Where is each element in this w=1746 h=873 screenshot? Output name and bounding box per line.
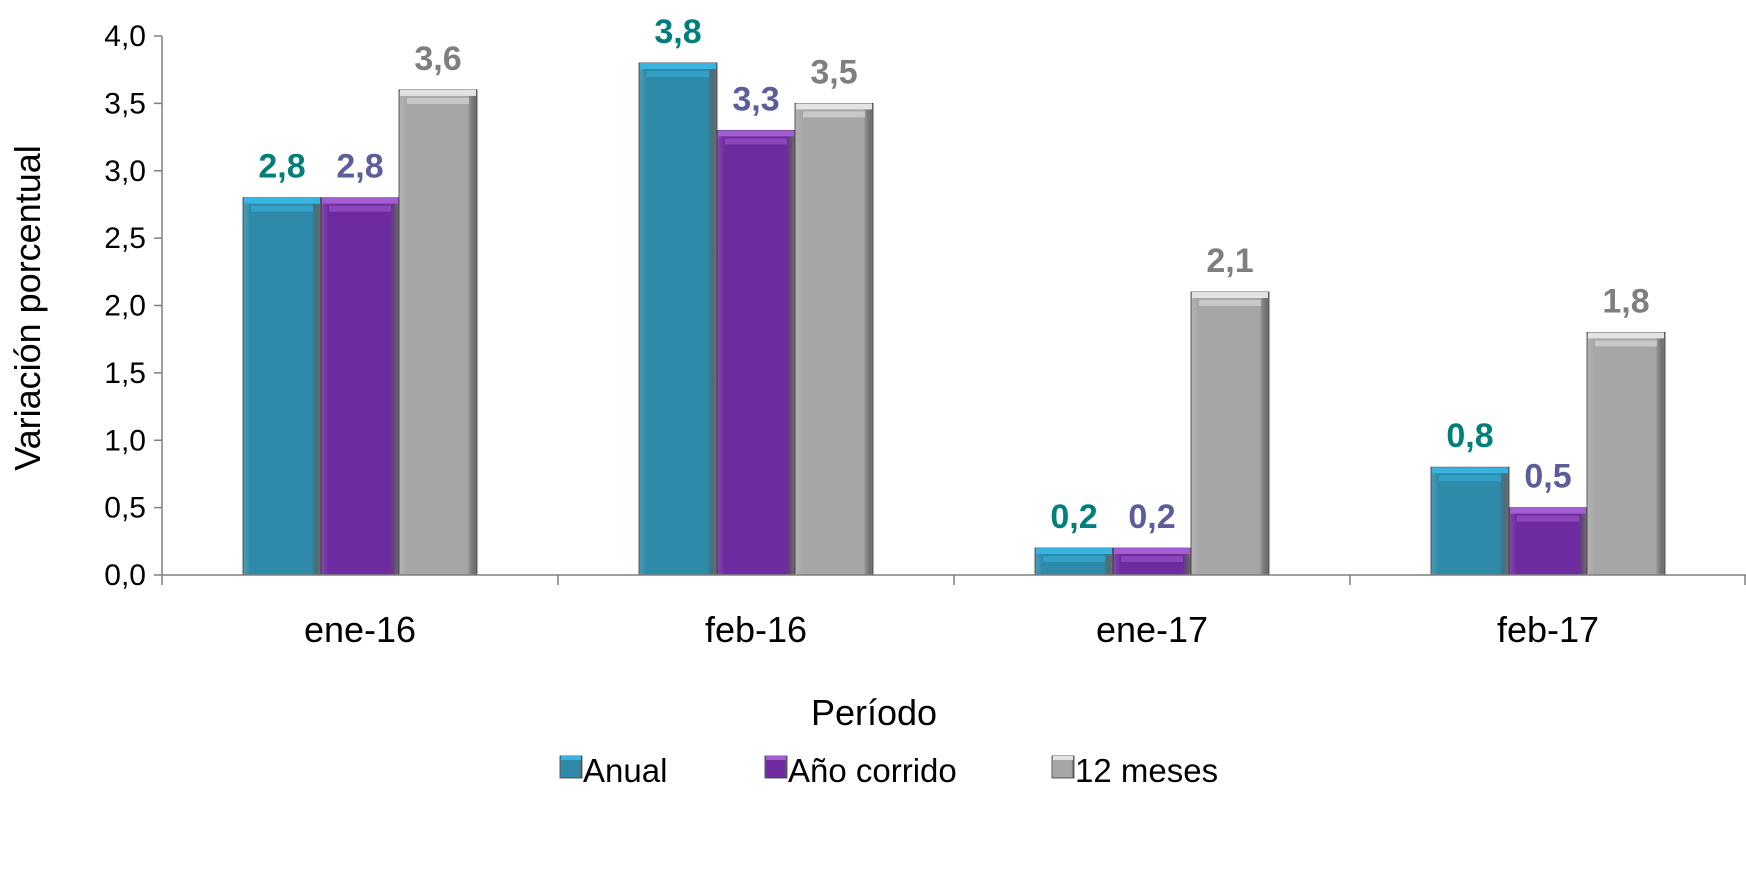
x-tick-label: ene-17 [1096, 609, 1208, 650]
bar-top-highlight [1510, 507, 1586, 514]
data-label: 0,5 [1524, 458, 1571, 496]
data-label: 0,2 [1128, 498, 1175, 536]
legend-swatch-highlight [561, 756, 581, 760]
bar-año-corrido-feb-16 [716, 129, 796, 576]
bar-top-highlight [640, 62, 716, 69]
data-label: 3,5 [810, 53, 857, 91]
bar-bevel [1595, 340, 1657, 347]
bar-bevel [1439, 475, 1501, 482]
bar-bevel [251, 205, 313, 212]
data-label: 3,3 [732, 80, 779, 118]
bar-top-highlight [400, 89, 476, 96]
bar-anual-ene-16 [242, 197, 322, 576]
data-label: 2,1 [1206, 242, 1253, 280]
y-tick-label: 1,0 [104, 424, 146, 457]
y-tick-label: 0,0 [104, 559, 146, 592]
bars-layer [242, 62, 1666, 576]
legend-swatch-highlight [766, 756, 786, 760]
bar-12-meses-feb-16 [794, 102, 874, 576]
bar-año-corrido-ene-16 [320, 197, 400, 576]
data-label: 3,8 [654, 13, 701, 51]
bar-top-highlight [1036, 548, 1112, 555]
legend-label: Anual [583, 752, 667, 789]
bar-bevel [803, 111, 865, 118]
bar-top-highlight [1432, 467, 1508, 474]
x-tick-label: feb-16 [705, 609, 807, 650]
bar-bevel [407, 97, 469, 104]
bar-top-highlight [1114, 548, 1190, 555]
y-tick-label: 1,5 [104, 357, 146, 390]
bar-bevel [1121, 556, 1183, 563]
bar-bevel [1199, 300, 1261, 307]
data-label: 0,8 [1446, 417, 1493, 455]
bar-bevel [1043, 556, 1105, 563]
y-tick-label: 3,5 [104, 87, 146, 120]
y-tick-label: 2,0 [104, 290, 146, 323]
y-axis-title: Variación porcentual [7, 145, 48, 471]
bar-top-highlight [1192, 292, 1268, 299]
bar-bevel [1517, 515, 1579, 522]
bar-bevel [329, 205, 391, 212]
y-tick-label: 0,5 [104, 492, 146, 525]
bar-12-meses-ene-16 [398, 89, 478, 576]
y-tick-label: 3,0 [104, 155, 146, 188]
axes-layer: 0,0 0,5 1,0 1,5 2,0 2,5 3,0 3,5 4,0 ene-16 feb-16 e… [104, 20, 1746, 650]
bar-top-highlight [244, 197, 320, 204]
bar-top-highlight [718, 130, 794, 137]
bar-bevel [647, 70, 709, 77]
data-labels-layer: 2,8 3,8 0,2 0,8 2,8 3,3 0,2 0,5 3,6 3,5 2,1 1,8 [258, 13, 1649, 536]
legend-swatch-highlight [1053, 756, 1073, 760]
bar-anual-feb-16 [638, 62, 718, 576]
bar-bevel [725, 138, 787, 145]
data-label: 2,8 [336, 148, 383, 186]
data-label: 1,8 [1602, 282, 1649, 320]
data-label: 2,8 [258, 148, 305, 186]
x-axis-title: Período [811, 692, 937, 733]
bar-anual-feb-17 [1430, 466, 1510, 576]
data-label: 0,2 [1050, 498, 1097, 536]
legend: Anual Año corrido 12 meses [559, 752, 1218, 789]
bar-top-highlight [1588, 332, 1664, 339]
x-tick-label: ene-16 [304, 609, 416, 650]
bar-top-highlight [796, 103, 872, 110]
legend-label: Año corrido [788, 752, 957, 789]
bar-top-highlight [322, 197, 398, 204]
legend-label: 12 meses [1075, 752, 1218, 789]
data-label: 3,6 [414, 40, 461, 78]
bar-12-meses-feb-17 [1586, 332, 1666, 576]
y-tick-label: 4,0 [104, 20, 146, 53]
y-tick-label: 2,5 [104, 222, 146, 255]
bar-12-meses-ene-17 [1190, 291, 1270, 576]
x-tick-label: feb-17 [1497, 609, 1599, 650]
